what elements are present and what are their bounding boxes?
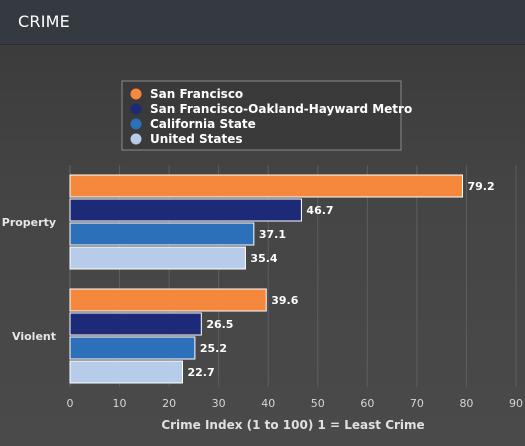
legend-entry: San Francisco-Oakland-Hayward Metro: [150, 102, 412, 116]
x-axis-ticks: 0 10 20 30 40 50 60 70 80 90: [67, 397, 524, 410]
bar: [69, 336, 196, 360]
x-tick-label: 20: [162, 397, 176, 410]
x-tick-label: 30: [212, 397, 226, 410]
category-label: Violent: [12, 330, 56, 343]
x-tick-label: 0: [67, 397, 74, 410]
section-header: CRIME: [0, 0, 525, 45]
legend-marker: [130, 118, 142, 130]
chart-area: 79.2 46.7 37.1 35.4 39.6 26.5 25.2 22.7 0 10 20 30…: [0, 45, 525, 446]
bar: [69, 288, 267, 312]
bar: [69, 198, 302, 222]
bar: [69, 174, 463, 198]
x-tick-label: 80: [459, 397, 473, 410]
legend-marker: [130, 103, 142, 115]
x-tick-label: 50: [311, 397, 325, 410]
legend-box: [121, 80, 402, 151]
x-tick-label: 70: [410, 397, 424, 410]
bars: [69, 174, 463, 384]
section-title: CRIME: [18, 12, 70, 31]
bar-value-label: 46.7: [306, 204, 333, 217]
bar-value-label: 39.6: [271, 294, 298, 307]
bar: [69, 222, 255, 246]
x-tick-label: 10: [113, 397, 127, 410]
bar: [69, 246, 246, 270]
bar-value-label: 25.2: [200, 342, 227, 355]
legend-marker: [130, 88, 142, 100]
legend-marker: [130, 133, 142, 145]
x-tick-label: 60: [360, 397, 374, 410]
x-axis-title: Crime Index (1 to 100) 1 = Least Crime: [161, 418, 424, 432]
x-tick-label: 90: [509, 397, 523, 410]
bar-value-label: 35.4: [250, 252, 277, 265]
legend-entry: San Francisco: [150, 87, 243, 101]
category-label: Property: [2, 216, 56, 229]
bar-value-label: 26.5: [206, 318, 233, 331]
crime-bar-chart: 79.2 46.7 37.1 35.4 39.6 26.5 25.2 22.7 0 10 20 30…: [2, 80, 524, 432]
legend-entry: California State: [150, 117, 256, 131]
bar-value-label: 37.1: [259, 228, 286, 241]
bar-value-label: 79.2: [467, 180, 494, 193]
bar-value-label: 22.7: [187, 366, 214, 379]
bar: [69, 312, 202, 336]
legend-entry: United States: [150, 132, 243, 146]
bar: [69, 360, 183, 384]
x-tick-label: 40: [261, 397, 275, 410]
y-axis-categories: Property Violent: [2, 216, 56, 343]
value-labels: 79.2 46.7 37.1 35.4 39.6 26.5 25.2 22.7: [187, 180, 494, 379]
